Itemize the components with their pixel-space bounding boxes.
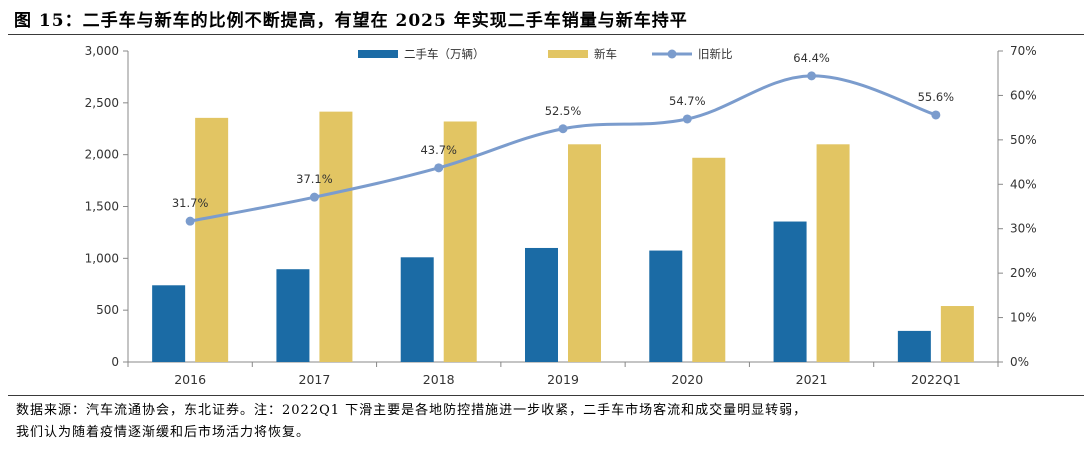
right-axis-tick-label: 0% [1010,355,1029,369]
legend-label-new: 新车 [594,47,617,61]
ratio-data-label: 52.5% [545,104,582,118]
x-axis-tick-label: 2016 [174,372,206,387]
source-note: 数据来源：汽车流通协会，东北证券。注：2022Q1 下滑主要是各地防控措施进一步… [8,395,1084,444]
x-axis-tick-label: 2017 [299,372,331,387]
left-axis-tick-label: 2,000 [85,148,119,162]
new-car-bar [195,117,229,363]
legend-label-used: 二手车（万辆） [404,47,485,61]
left-axis-tick-label: 2,500 [85,96,119,110]
ratio-data-label: 37.1% [296,172,333,186]
new-car-bar [692,157,726,362]
legend-label-ratio: 旧新比 [698,47,733,61]
used-car-bar [897,330,931,362]
figure-title: 图 15：二手车与新车的比例不断提高，有望在 2025 年实现二手车销量与新车持… [14,11,688,31]
left-axis-tick-label: 3,000 [85,44,119,58]
source-note-line-2: 我们认为随着疫情逐渐缓和后市场活力将恢复。 [16,425,311,440]
new-car-bar [568,144,601,362]
used-car-bar [525,247,558,362]
right-axis-tick-label: 20% [1010,266,1037,280]
x-axis-tick-label: 2020 [671,372,703,387]
ratio-point [931,110,941,120]
right-axis-tick-label: 40% [1010,177,1037,191]
x-axis-tick-label: 2019 [547,372,579,387]
legend-marker-ratio [667,49,677,59]
right-axis-tick-label: 10% [1010,311,1037,325]
new-car-bar [319,111,353,363]
right-axis-tick-label: 50% [1010,133,1037,147]
right-axis-tick-label: 70% [1010,44,1037,58]
new-car-bar [940,306,974,362]
x-axis-tick-label: 2018 [423,372,455,387]
used-car-bar [649,250,683,362]
used-car-bar [152,285,186,362]
ratio-data-label: 43.7% [420,143,457,157]
used-car-bar [400,257,434,362]
ratio-data-label: 54.7% [669,94,706,108]
ratio-point [309,192,319,202]
left-axis-tick-label: 1,500 [85,200,119,214]
right-axis-tick-label: 30% [1010,222,1037,236]
right-axis-tick-label: 60% [1010,88,1037,102]
source-note-line-1: 数据来源：汽车流通协会，东北证券。注：2022Q1 下滑主要是各地防控措施进一步… [16,403,808,418]
left-axis-tick-label: 1,000 [85,251,119,265]
legend-swatch-used [358,50,398,58]
ratio-data-label: 31.7% [172,196,209,210]
figure-header: 图 15：二手车与新车的比例不断提高，有望在 2025 年实现二手车销量与新车持… [8,0,1084,35]
x-axis-tick-label: 2022Q1 [911,372,961,387]
legend-swatch-new [548,50,588,58]
ratio-point [558,124,568,134]
ratio-point [807,71,817,81]
ratio-data-label: 64.4% [793,51,830,65]
used-car-bar [773,221,807,362]
combo-chart: 0 500 1,000 1,500 2,000 2,500 3,000 0% 10% 20% 30%… [85,44,1037,387]
left-axis-tick-label: 0 [111,355,119,369]
left-axis-tick-label: 500 [96,303,119,317]
ratio-data-label: 55.6% [918,90,955,104]
ratio-point [185,216,195,226]
x-axis-tick-label: 2021 [796,372,828,387]
ratio-point [682,114,692,124]
new-car-bar [816,144,850,362]
ratio-point [434,163,444,173]
used-car-bar [276,269,310,362]
